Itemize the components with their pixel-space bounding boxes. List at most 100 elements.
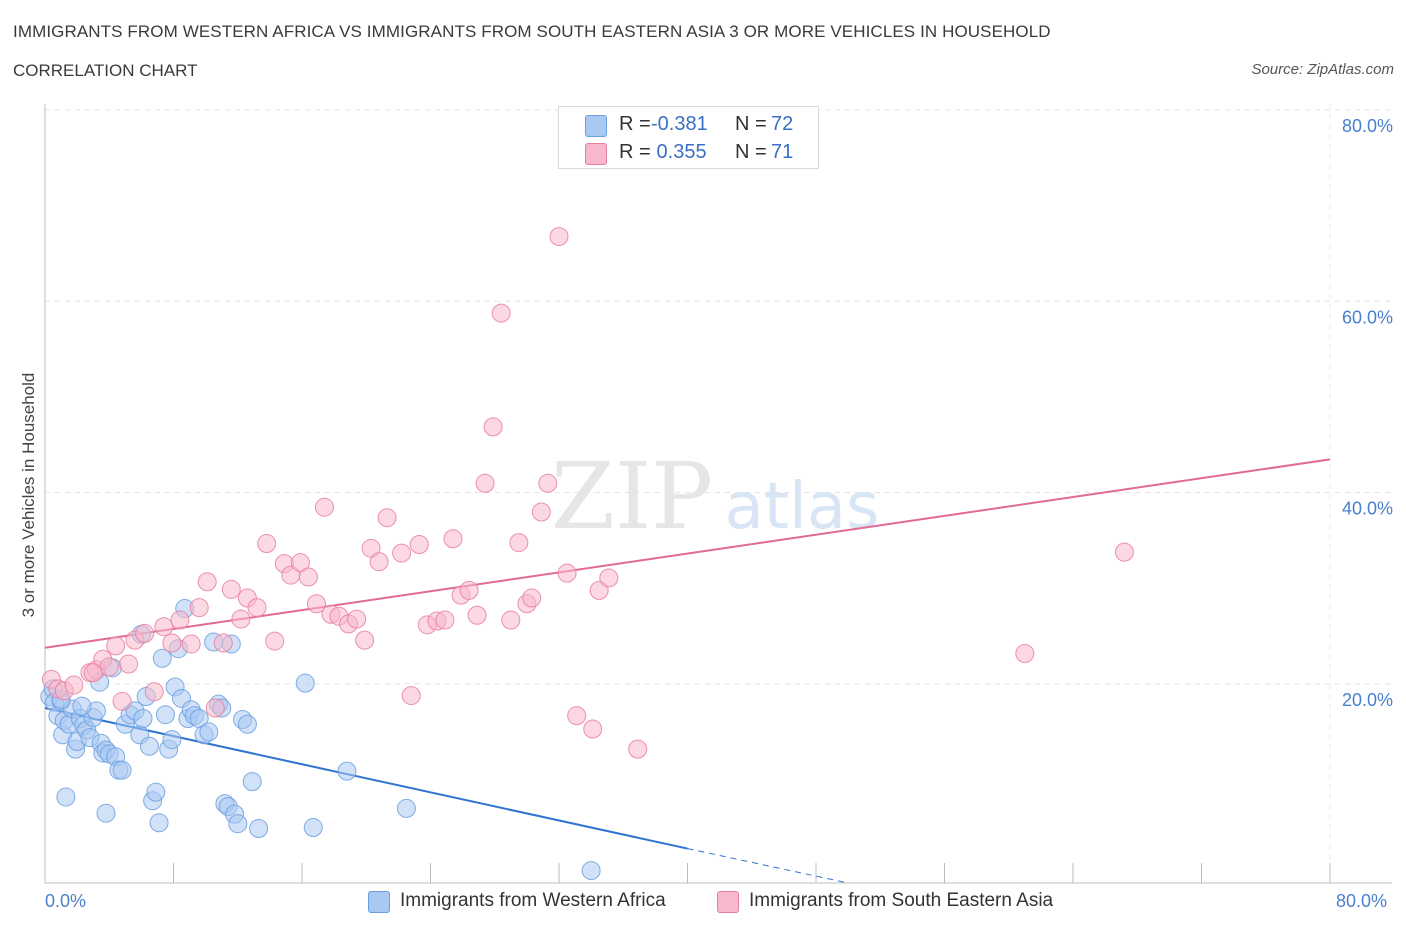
point-south-eastern-asia <box>435 610 455 630</box>
point-western-africa <box>199 722 219 742</box>
point-south-eastern-asia <box>475 473 495 493</box>
legend-r-label: R = <box>619 141 651 163</box>
bottom-legend-label: Immigrants from South Eastern Asia <box>749 890 1054 911</box>
legend-swatch-blue <box>585 115 607 137</box>
point-south-eastern-asia <box>170 610 190 630</box>
point-western-africa <box>581 861 601 881</box>
point-south-eastern-asia <box>247 598 267 618</box>
point-south-eastern-asia <box>443 529 463 549</box>
point-western-africa <box>337 761 357 781</box>
point-south-eastern-asia <box>369 552 389 572</box>
watermark-atlas: atlas <box>725 470 880 544</box>
point-south-eastern-asia <box>135 623 155 643</box>
point-south-eastern-asia <box>459 580 479 600</box>
bottom-legend-swatch-pink <box>717 891 739 913</box>
bottom-legend-label: Immigrants from Western Africa <box>400 890 666 911</box>
legend-n-label: N = <box>735 113 767 135</box>
point-south-eastern-asia <box>257 534 277 554</box>
point-south-eastern-asia <box>106 636 126 656</box>
data-points <box>40 227 1134 881</box>
y-tick-labels: 20.0% 40.0% 60.0% 80.0% <box>1342 116 1393 710</box>
point-western-africa <box>96 803 116 823</box>
point-south-eastern-asia <box>83 663 103 683</box>
bottom-legend-swatch-blue <box>368 891 390 913</box>
watermark: ZIP atlas <box>551 443 879 550</box>
point-south-eastern-asia <box>355 630 375 650</box>
point-western-africa <box>152 648 172 668</box>
watermark-zip: ZIP <box>551 443 713 550</box>
legend-row-south-eastern-asia: R = 0.355 N = 71 <box>559 139 818 167</box>
chart-subtitle: CORRELATION CHART <box>13 61 198 80</box>
trend-line-extension <box>687 848 849 884</box>
legend-r-label: R = <box>619 113 651 135</box>
point-south-eastern-asia <box>467 605 487 625</box>
legend-r-value: 0.355 <box>651 141 707 163</box>
point-south-eastern-asia <box>501 610 521 630</box>
point-south-eastern-asia <box>154 617 174 637</box>
point-south-eastern-asia <box>189 598 209 618</box>
y-tick-label: 80.0% <box>1342 116 1393 136</box>
point-south-eastern-asia <box>1114 542 1134 562</box>
point-western-africa <box>149 813 169 833</box>
point-western-africa <box>295 673 315 693</box>
y-axis-label: 3 or more Vehicles in Household <box>19 373 38 618</box>
point-south-eastern-asia <box>314 497 334 517</box>
point-western-africa <box>162 730 182 750</box>
legend-swatch-pink <box>585 143 607 165</box>
point-south-eastern-asia <box>213 633 233 653</box>
point-south-eastern-asia <box>231 609 251 629</box>
point-south-eastern-asia <box>549 227 569 247</box>
legend-n-label: N = <box>735 141 767 163</box>
point-south-eastern-asia <box>491 303 511 323</box>
y-tick-label: 20.0% <box>1342 690 1393 710</box>
point-south-eastern-asia <box>522 588 542 608</box>
y-tick-label: 40.0% <box>1342 499 1393 519</box>
point-south-eastern-asia <box>557 563 577 583</box>
trend-line-western-africa <box>44 707 688 850</box>
point-south-eastern-asia <box>628 739 648 759</box>
point-western-africa <box>146 782 166 802</box>
point-south-eastern-asia <box>306 594 326 614</box>
legend-r-value: -0.381 <box>651 113 708 135</box>
legend-n-value: 71 <box>771 141 794 163</box>
point-south-eastern-asia <box>392 543 412 563</box>
point-western-africa <box>228 814 248 834</box>
point-western-africa <box>237 714 257 734</box>
point-south-eastern-asia <box>181 634 201 654</box>
point-south-eastern-asia <box>112 691 132 711</box>
point-western-africa <box>396 798 416 818</box>
point-western-africa <box>242 772 262 792</box>
point-western-africa <box>72 696 92 716</box>
point-western-africa <box>155 705 175 725</box>
point-western-africa <box>56 787 76 807</box>
point-south-eastern-asia <box>64 675 84 695</box>
point-south-eastern-asia <box>401 686 421 706</box>
x-tick-label-max: 80.0% <box>1336 891 1388 911</box>
point-western-africa <box>139 736 159 756</box>
point-south-eastern-asia <box>599 568 619 588</box>
point-south-eastern-asia <box>221 579 241 599</box>
point-south-eastern-asia <box>538 473 558 493</box>
point-south-eastern-asia <box>119 654 139 674</box>
point-south-eastern-asia <box>531 502 551 522</box>
stats-legend: R = -0.381 N = 72 R = 0.355 N = 71 <box>558 106 819 169</box>
point-south-eastern-asia <box>144 682 164 702</box>
point-western-africa <box>112 760 132 780</box>
point-south-eastern-asia <box>583 719 603 739</box>
point-south-eastern-asia <box>347 609 367 629</box>
point-south-eastern-asia <box>1015 644 1035 663</box>
legend-row-western-africa: R = -0.381 N = 72 <box>559 111 818 139</box>
y-tick-label: 60.0% <box>1342 307 1393 327</box>
point-south-eastern-asia <box>377 508 397 528</box>
legend-n-value: 72 <box>771 113 794 135</box>
point-south-eastern-asia <box>290 553 310 573</box>
point-south-eastern-asia <box>99 657 119 677</box>
point-south-eastern-asia <box>205 698 225 718</box>
point-south-eastern-asia <box>409 534 429 554</box>
point-south-eastern-asia <box>298 567 318 587</box>
point-south-eastern-asia <box>265 631 285 651</box>
point-south-eastern-asia <box>162 633 182 653</box>
x-tick-label-min: 0.0% <box>45 891 87 911</box>
source-credit: Source: ZipAtlas.com <box>1251 61 1394 78</box>
